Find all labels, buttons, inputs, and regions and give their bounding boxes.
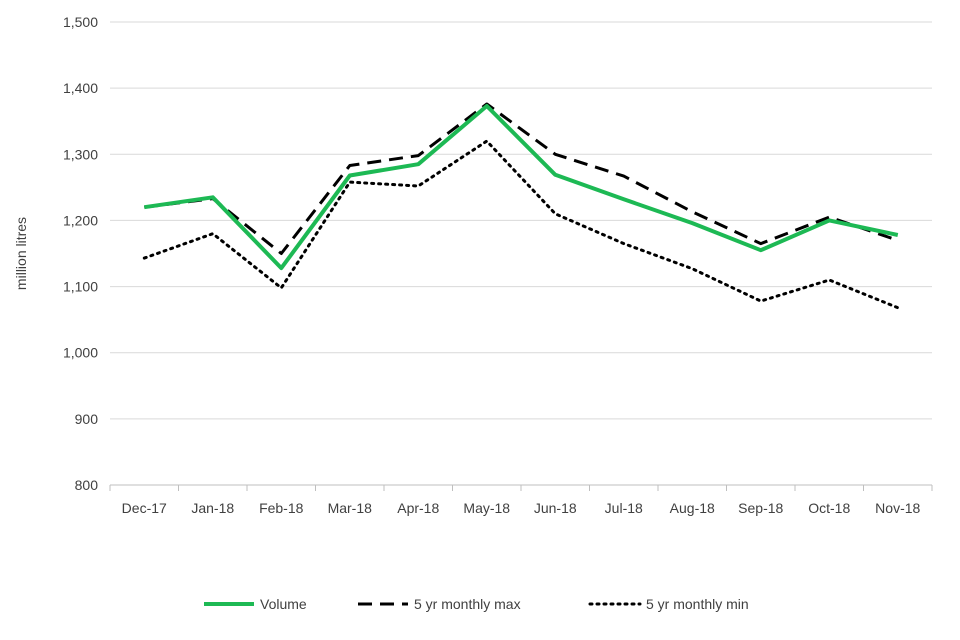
- legend: Volume 5 yr monthly max 5 yr monthly min: [204, 596, 749, 612]
- x-tick-label: Mar-18: [328, 500, 373, 516]
- x-tick-label: Jul-18: [605, 500, 643, 516]
- series-line-5-yr-monthly-min: [142, 139, 900, 310]
- y-tick-label: 1,000: [63, 345, 98, 361]
- x-tick-label: Apr-18: [397, 500, 439, 516]
- legend-item: 5 yr monthly min: [588, 596, 749, 612]
- legend-item: Volume: [204, 596, 307, 612]
- x-tick-label: Sep-18: [738, 500, 783, 516]
- data-series: [142, 102, 900, 310]
- gridlines: [110, 21, 932, 420]
- y-tick-label: 1,500: [63, 14, 98, 30]
- y-tick-label: 1,400: [63, 80, 98, 96]
- y-tick-label: 1,100: [63, 279, 98, 295]
- x-axis: [109, 484, 933, 491]
- series-line-5-yr-monthly-max: [144, 102, 899, 255]
- y-tick-label: 1,200: [63, 212, 98, 228]
- x-tick-label: Jan-18: [191, 500, 234, 516]
- x-tick-label: Dec-17: [122, 500, 167, 516]
- y-tick-label: 900: [75, 411, 99, 427]
- y-tick-label: 800: [75, 477, 99, 493]
- x-tick-label: Oct-18: [808, 500, 850, 516]
- x-tick-label: Aug-18: [670, 500, 715, 516]
- x-axis-tick-labels: Dec-17 Jan-18 Feb-18 Mar-18 Apr-18 May-18 Jun-…: [122, 500, 921, 516]
- x-tick-label: Nov-18: [875, 500, 920, 516]
- x-tick-label: Feb-18: [259, 500, 304, 516]
- y-axis-title: million litres: [13, 217, 29, 290]
- x-tick-label: May-18: [463, 500, 510, 516]
- legend-label: 5 yr monthly max: [414, 596, 521, 612]
- y-tick-label: 1,300: [63, 146, 98, 162]
- y-axis-tick-labels: 800 900 1,000 1,100 1,200 1,300 1,400 1,500: [63, 14, 98, 493]
- legend-label: 5 yr monthly min: [646, 596, 749, 612]
- legend-item: 5 yr monthly max: [358, 596, 521, 612]
- x-tick-label: Jun-18: [534, 500, 577, 516]
- series-line-volume: [144, 104, 899, 271]
- legend-label: Volume: [260, 596, 307, 612]
